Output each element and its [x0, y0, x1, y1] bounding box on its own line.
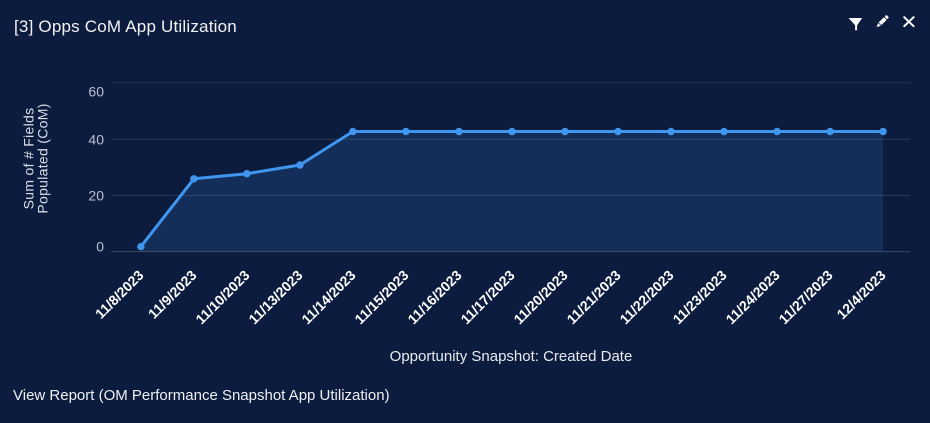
svg-text:60: 60	[88, 83, 104, 99]
svg-text:0: 0	[96, 238, 104, 254]
svg-text:11/9/2023: 11/9/2023	[145, 267, 200, 322]
svg-text:11/24/2023: 11/24/2023	[723, 267, 783, 327]
svg-text:11/27/2023: 11/27/2023	[776, 267, 836, 327]
svg-text:11/15/2023: 11/15/2023	[351, 267, 411, 327]
svg-text:11/17/2023: 11/17/2023	[457, 267, 517, 327]
svg-text:12/4/2023: 12/4/2023	[833, 267, 889, 323]
svg-text:11/16/2023: 11/16/2023	[404, 267, 464, 327]
svg-text:11/10/2023: 11/10/2023	[192, 267, 252, 327]
svg-text:20: 20	[88, 188, 104, 204]
svg-text:11/22/2023: 11/22/2023	[616, 267, 676, 327]
svg-text:Populated (CoM): Populated (CoM)	[35, 103, 51, 213]
svg-text:Sum of # Fields: Sum of # Fields	[21, 108, 37, 210]
svg-text:11/13/2023: 11/13/2023	[245, 267, 305, 327]
svg-text:11/14/2023: 11/14/2023	[298, 267, 358, 327]
svg-text:11/21/2023: 11/21/2023	[563, 267, 623, 327]
svg-text:11/20/2023: 11/20/2023	[510, 267, 570, 327]
svg-text:11/23/2023: 11/23/2023	[669, 267, 729, 327]
svg-text:40: 40	[88, 131, 104, 147]
svg-text:11/8/2023: 11/8/2023	[92, 267, 147, 322]
